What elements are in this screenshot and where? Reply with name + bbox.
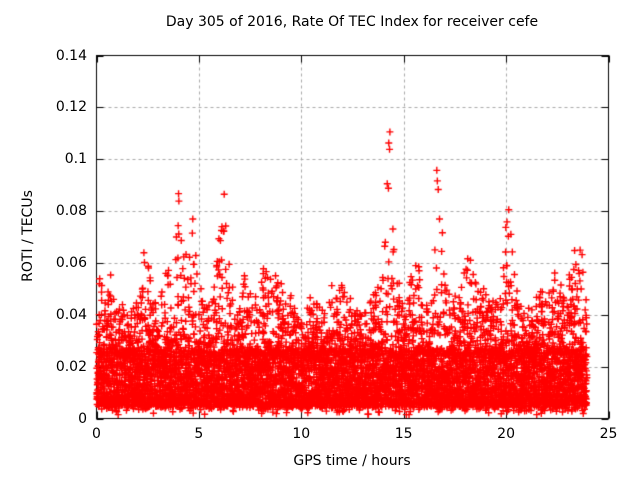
y-tick-label: 0 bbox=[78, 410, 87, 427]
x-tick-label: 5 bbox=[194, 426, 204, 442]
y-tick-label: 0.06 bbox=[55, 254, 87, 271]
x-tick-label: 25 bbox=[599, 426, 618, 442]
y-tick-label: 0.1 bbox=[64, 151, 87, 168]
x-tick-label: 20 bbox=[497, 426, 516, 442]
x-tick-label: 15 bbox=[394, 426, 413, 442]
x-tick-label: 10 bbox=[292, 426, 311, 442]
y-tick-label: 0.12 bbox=[55, 99, 87, 116]
y-tick-label: 0.14 bbox=[55, 47, 87, 64]
chart-title: Day 305 of 2016, Rate Of TEC Index for r… bbox=[165, 14, 539, 30]
y-tick-label: 0.04 bbox=[55, 306, 87, 323]
x-tick-label: 0 bbox=[92, 426, 101, 442]
y-tick-label: 0.02 bbox=[55, 358, 87, 375]
y-axis-label: ROTI / TECUs bbox=[20, 190, 36, 282]
y-tick-label: 0.08 bbox=[55, 203, 87, 220]
x-axis-label: GPS time / hours bbox=[293, 453, 411, 469]
